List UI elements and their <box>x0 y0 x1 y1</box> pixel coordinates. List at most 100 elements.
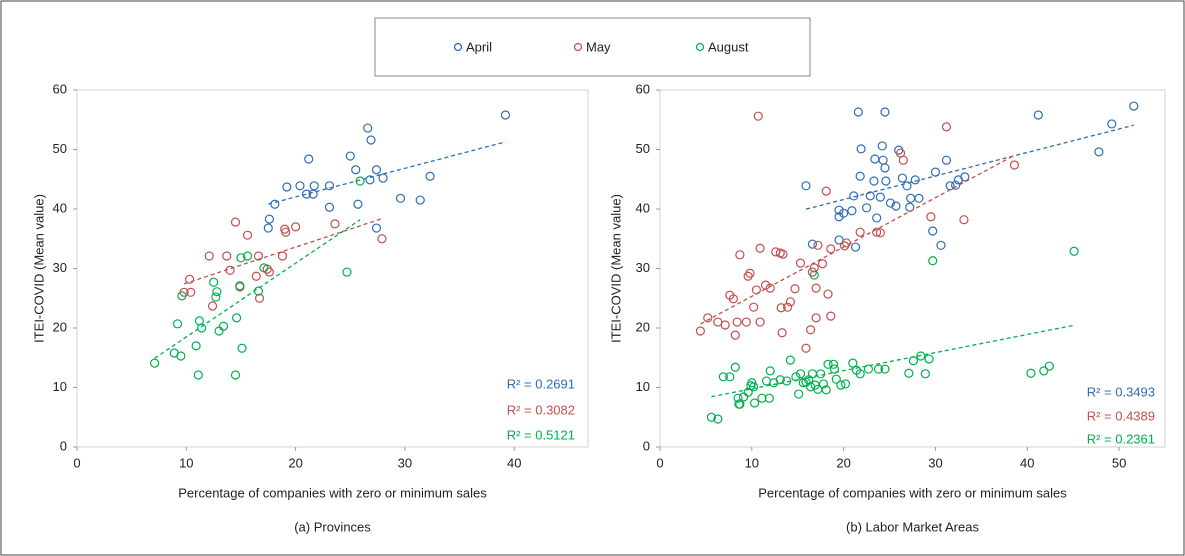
point <box>177 291 187 301</box>
legend-label: August <box>708 39 749 54</box>
point <box>355 176 365 186</box>
x-tick-label: 0 <box>73 455 80 470</box>
y-tick-label: 60 <box>53 81 67 96</box>
point <box>794 389 804 399</box>
point <box>270 199 280 209</box>
point <box>738 392 749 402</box>
point <box>184 274 195 284</box>
point <box>818 379 829 389</box>
point <box>172 319 183 329</box>
point <box>881 176 891 186</box>
point <box>863 364 874 374</box>
point <box>254 293 265 303</box>
point <box>725 372 735 382</box>
point <box>928 256 938 266</box>
point <box>1009 160 1020 170</box>
point <box>755 243 765 253</box>
point <box>765 366 775 376</box>
point <box>324 202 335 212</box>
point <box>264 214 274 224</box>
point <box>785 297 795 307</box>
point <box>204 251 214 261</box>
r2-label: R² = 0.2691 <box>507 376 575 391</box>
point <box>841 238 851 248</box>
point <box>365 175 375 185</box>
point <box>805 325 816 335</box>
point <box>880 107 890 117</box>
y-tick-label: 0 <box>643 438 650 453</box>
point <box>735 250 745 260</box>
point <box>263 223 273 233</box>
point <box>849 191 859 201</box>
point <box>186 287 196 297</box>
point <box>941 155 952 165</box>
point <box>363 123 373 133</box>
point <box>910 175 920 185</box>
point <box>695 326 706 336</box>
point <box>905 202 915 212</box>
point <box>821 385 831 395</box>
point <box>875 228 885 238</box>
point <box>747 378 757 388</box>
point <box>197 323 207 333</box>
point <box>377 234 387 244</box>
point <box>850 242 861 252</box>
r2-label: R² = 0.3493 <box>1087 384 1155 399</box>
point <box>741 317 751 327</box>
point <box>809 263 819 273</box>
point <box>834 205 844 215</box>
point <box>855 369 865 379</box>
x-tick-label: 40 <box>507 455 521 470</box>
point <box>755 317 765 327</box>
point <box>730 330 740 340</box>
point <box>795 369 806 379</box>
x-tick-label: 20 <box>288 455 302 470</box>
legend-marker <box>695 42 705 52</box>
point <box>904 368 914 378</box>
point <box>706 412 717 422</box>
point <box>776 303 786 313</box>
point <box>277 251 288 261</box>
y-tick-label: 40 <box>636 200 650 215</box>
trend-line <box>154 219 361 359</box>
point <box>811 283 821 293</box>
point <box>782 376 792 386</box>
point <box>301 189 312 199</box>
point <box>713 414 723 424</box>
r2-label: R² = 0.5121 <box>507 427 575 442</box>
point <box>869 176 879 186</box>
point <box>885 198 896 208</box>
point <box>880 163 890 173</box>
y-axis-label: ITEI-COVID (Mean value) <box>31 194 46 343</box>
point <box>222 251 232 261</box>
y-tick-label: 30 <box>53 260 67 275</box>
point <box>735 399 745 409</box>
point <box>872 213 882 223</box>
point <box>366 135 376 145</box>
x-axis-label: Percentage of companies with zero or min… <box>758 485 1067 500</box>
point <box>295 181 305 191</box>
point <box>898 155 908 165</box>
point <box>848 358 858 368</box>
point <box>733 393 743 403</box>
r2-label: R² = 0.3082 <box>507 402 575 417</box>
point <box>916 351 926 361</box>
point <box>855 171 865 181</box>
point <box>811 313 821 323</box>
y-tick-label: 20 <box>636 319 650 334</box>
point <box>1107 119 1117 129</box>
point <box>749 382 759 392</box>
point <box>1026 368 1036 378</box>
point <box>253 286 264 296</box>
point <box>207 301 218 311</box>
point <box>242 251 253 261</box>
point <box>242 230 253 240</box>
point <box>230 217 241 227</box>
point <box>801 343 811 353</box>
point <box>765 283 775 293</box>
point <box>342 267 352 277</box>
point <box>291 222 301 232</box>
point <box>801 181 811 191</box>
x-tick-label: 30 <box>398 455 412 470</box>
point <box>395 193 406 203</box>
